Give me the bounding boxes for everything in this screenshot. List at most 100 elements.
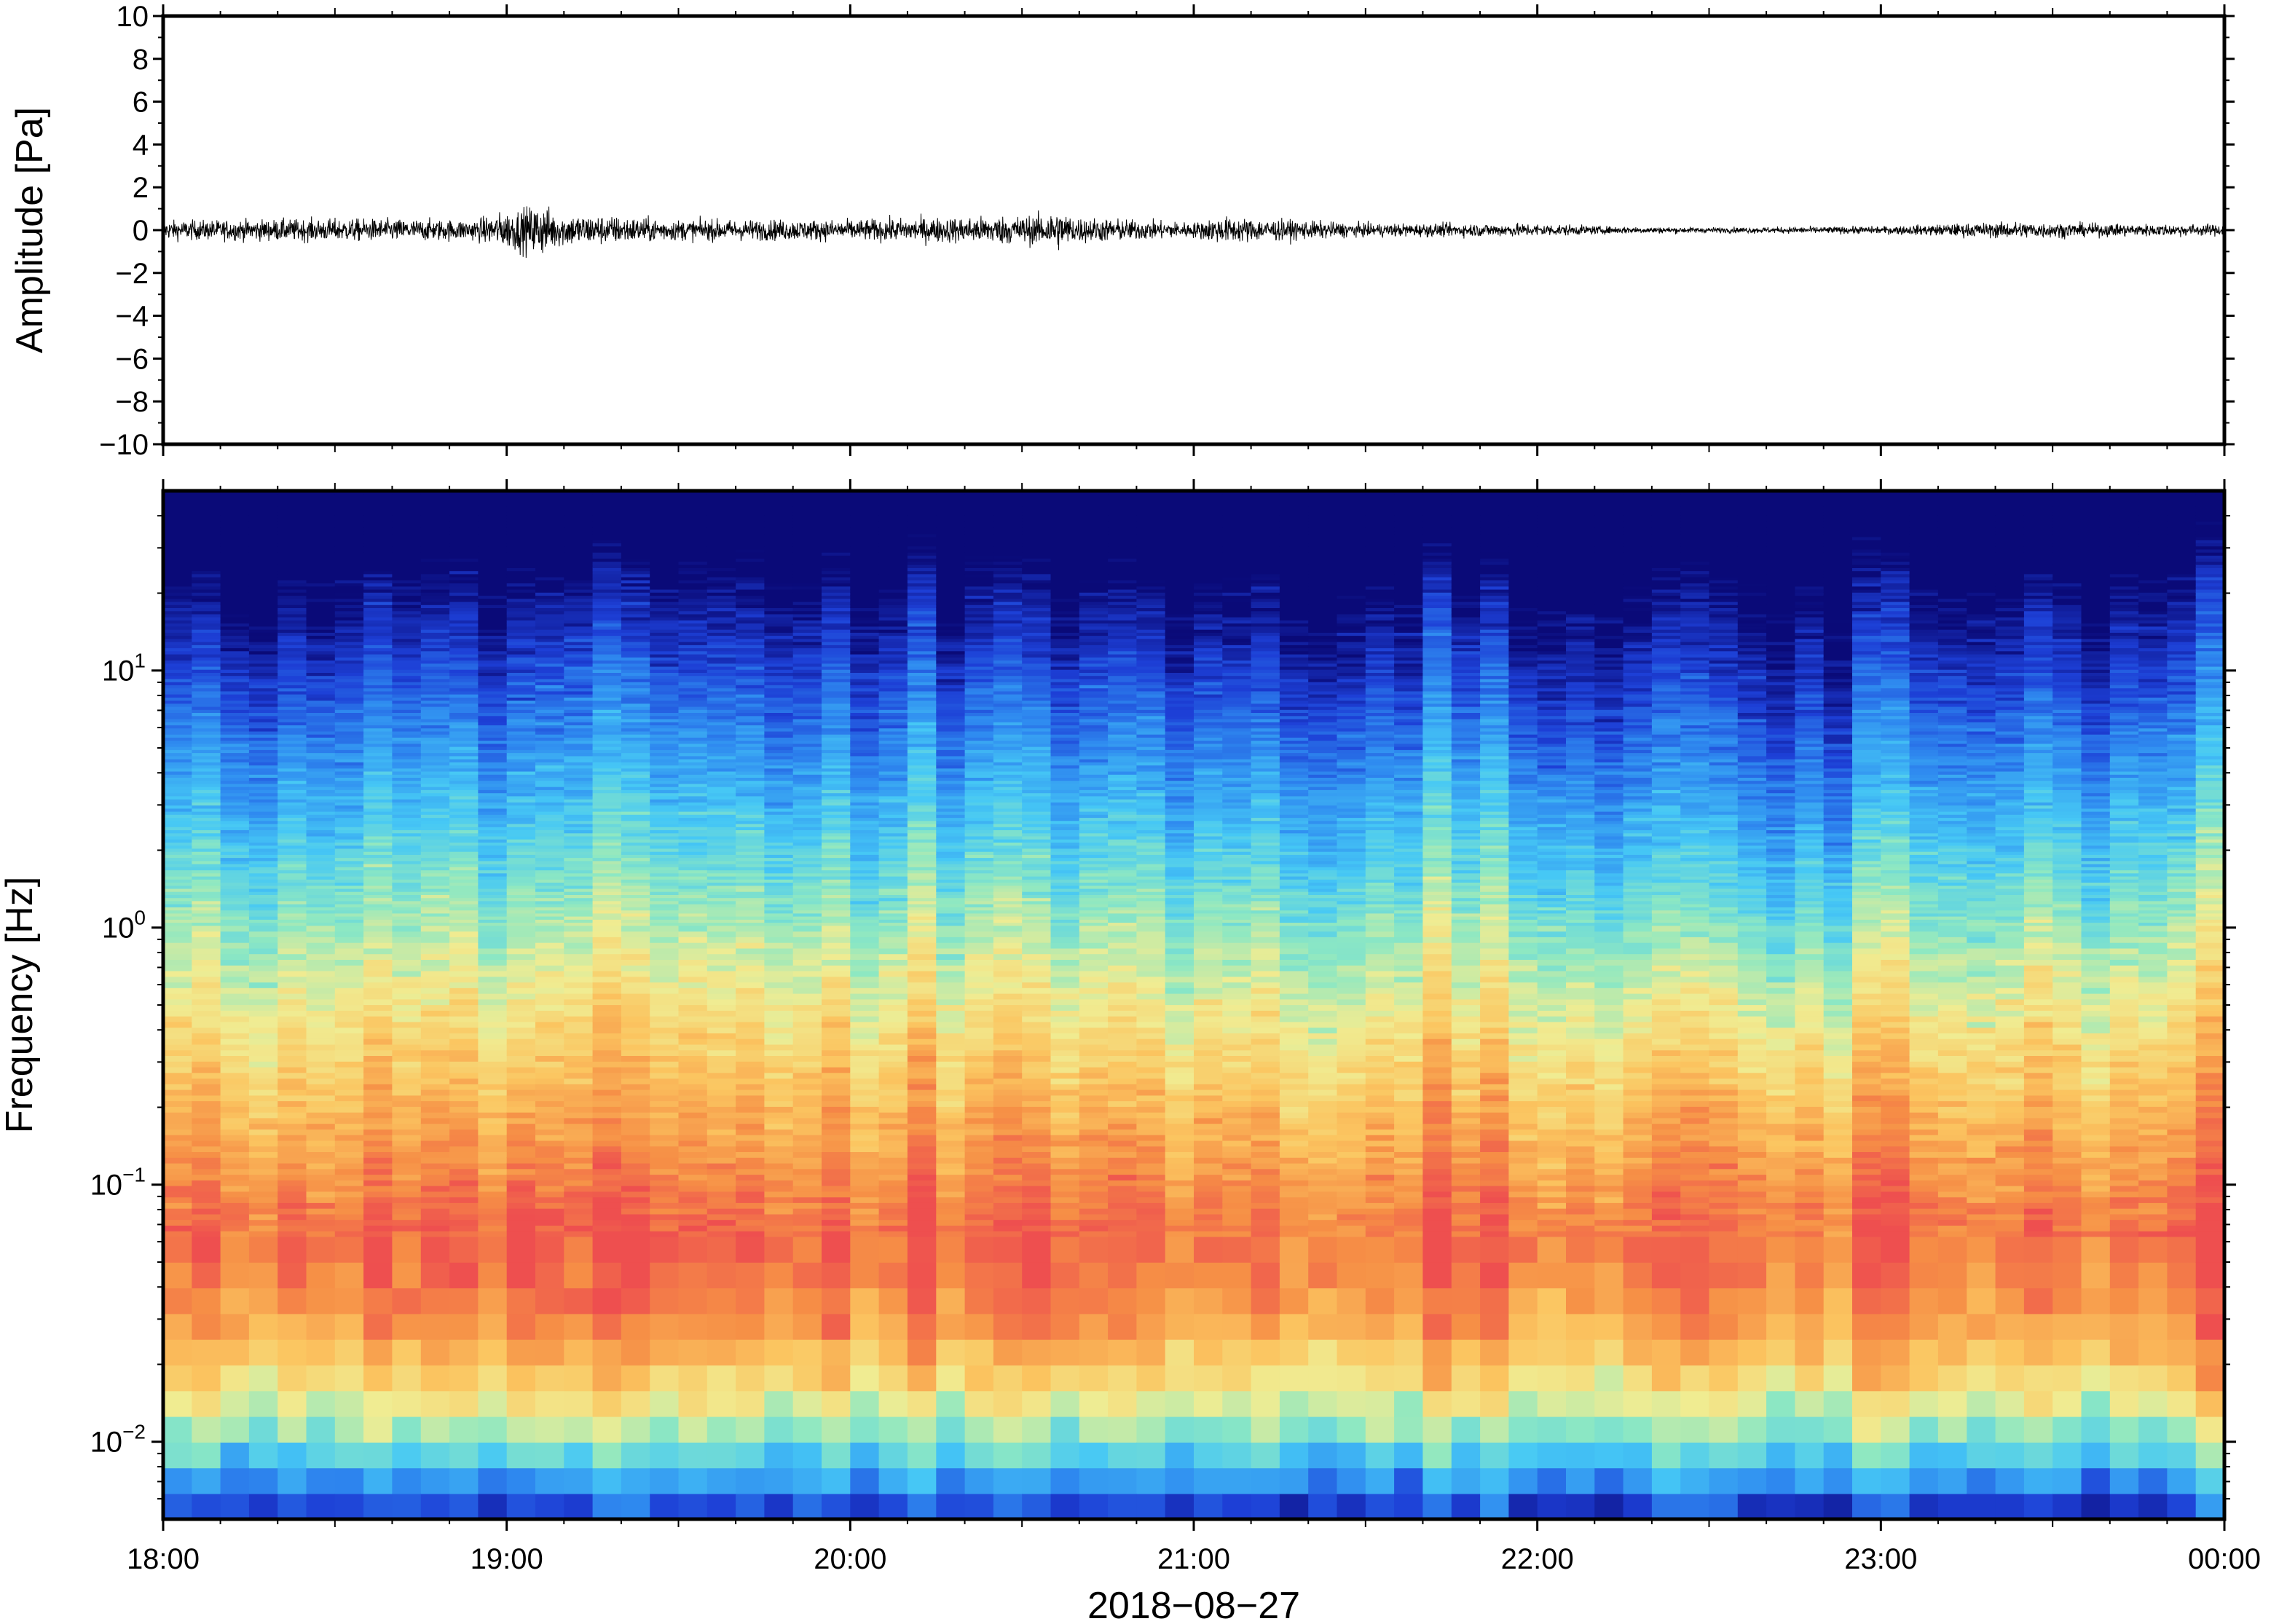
spectrogram-cell <box>478 964 508 971</box>
spectrogram-cell <box>592 964 622 971</box>
spectrogram-cell <box>420 1151 450 1158</box>
spectrogram-cell <box>678 1033 708 1039</box>
spectrogram-cell <box>449 635 479 639</box>
spectrogram-cell <box>736 1225 765 1231</box>
spectrogram-cell <box>764 548 794 553</box>
spectrogram-cell <box>163 552 193 556</box>
spectrogram-cell <box>678 814 708 819</box>
spectrogram-cell <box>248 903 278 907</box>
spectrogram-cell <box>707 645 736 649</box>
spectrogram-cell <box>764 555 794 559</box>
spectrogram-cell <box>478 650 508 655</box>
spectrogram-cell <box>707 1066 736 1073</box>
spectrogram-cell <box>535 518 565 522</box>
spectrogram-cell <box>363 1038 393 1045</box>
spectrogram-cell <box>564 545 594 550</box>
spectrogram-cell <box>392 1100 422 1107</box>
spectrogram-cell <box>392 502 422 507</box>
spectrogram-cell <box>334 817 364 821</box>
spectrogram-cell <box>822 970 851 977</box>
spectrogram-cell <box>621 722 650 725</box>
spectrogram-cell <box>306 1066 336 1073</box>
spectrogram-cell <box>363 879 393 883</box>
spectrogram-cell <box>564 1146 594 1152</box>
spectrogram-cell <box>278 780 307 784</box>
spectrogram-cell <box>506 500 536 503</box>
spectrogram-cell <box>248 1010 278 1017</box>
spectrogram-cell <box>306 768 336 772</box>
spectrogram-cell <box>192 722 221 725</box>
spectrogram-cell <box>449 533 479 537</box>
spectrogram-cell <box>163 749 193 754</box>
spectrogram-cell <box>592 1072 622 1079</box>
spectrogram-cell <box>278 1129 307 1135</box>
spectrogram-cell <box>192 1219 221 1226</box>
spectrogram-cell <box>535 820 565 824</box>
spectrogram-cell <box>163 573 193 578</box>
spectrogram-cell <box>363 746 393 750</box>
spectrogram-cell <box>420 907 450 911</box>
spectrogram-cell <box>792 660 822 664</box>
spectrogram-cell <box>392 937 422 943</box>
spectrogram-cell <box>449 1117 479 1124</box>
spectrogram-cell <box>506 635 536 639</box>
spectrogram-cell <box>163 1390 193 1417</box>
spectrogram-cell <box>420 1225 450 1231</box>
spectrogram-cell <box>420 690 450 695</box>
spectrogram-cell <box>220 848 250 852</box>
spectrogram-cell <box>707 700 736 704</box>
spectrogram-cell <box>535 1219 565 1226</box>
spectrogram-cell <box>650 897 680 902</box>
spectrogram-cell <box>163 1004 193 1011</box>
spectrogram-cell <box>764 493 794 497</box>
spectrogram-cell <box>564 657 594 661</box>
spectrogram-cell <box>707 690 736 695</box>
spectrogram-cell <box>163 722 193 725</box>
spectrogram-cell <box>392 953 422 960</box>
spectrogram-cell <box>449 845 479 849</box>
spectrogram-cell <box>564 867 594 871</box>
spectrogram-cell <box>306 548 336 553</box>
spectrogram-cell <box>478 706 508 710</box>
spectrogram-cell <box>278 907 307 911</box>
spectrogram-cell <box>306 970 336 977</box>
spectrogram-cell <box>248 496 278 500</box>
spectrogram-cell <box>248 786 278 790</box>
spectrogram-cell <box>363 1191 393 1198</box>
spectrogram-cell <box>220 635 250 639</box>
spectrogram-cell <box>764 588 794 593</box>
spectrogram-cell <box>363 1129 393 1135</box>
spectrogram-cell <box>449 1146 479 1152</box>
spectrogram-cell <box>306 672 336 677</box>
spectrogram-cell <box>363 588 393 593</box>
spectrogram-cell <box>736 1202 765 1209</box>
spectrogram-cell <box>392 588 422 593</box>
spectrogram-cell <box>420 777 450 781</box>
spectrogram-cell <box>792 988 822 994</box>
spectrogram-cell <box>736 765 765 769</box>
spectrogram-cell <box>420 511 450 516</box>
spectrogram-cell <box>478 740 508 744</box>
spectrogram-cell <box>535 879 565 883</box>
spectrogram-cell <box>592 635 622 639</box>
spectrogram-cell <box>420 1066 450 1073</box>
spectrogram-cell <box>736 1262 765 1289</box>
spectrogram-cell <box>678 647 708 652</box>
spectrogram-cell <box>707 693 736 698</box>
spectrogram-cell <box>764 925 794 932</box>
spectrogram-cell <box>592 1004 622 1011</box>
spectrogram-cell <box>334 805 364 809</box>
spectrogram-cell <box>449 777 479 781</box>
spectrogram-cell <box>564 774 594 778</box>
spectrogram-cell <box>449 647 479 652</box>
spectrogram-cell <box>163 1072 193 1079</box>
spectrogram-cell <box>621 870 650 874</box>
spectrogram-cell <box>535 672 565 677</box>
spectrogram-cell <box>220 768 250 772</box>
spectrogram-cell <box>220 805 250 809</box>
spectrogram-cell <box>449 623 479 627</box>
spectrogram-cell <box>478 737 508 741</box>
spectrogram-cell <box>564 1055 594 1062</box>
spectrogram-cell <box>420 1044 450 1051</box>
spectrogram-cell <box>248 1365 278 1392</box>
